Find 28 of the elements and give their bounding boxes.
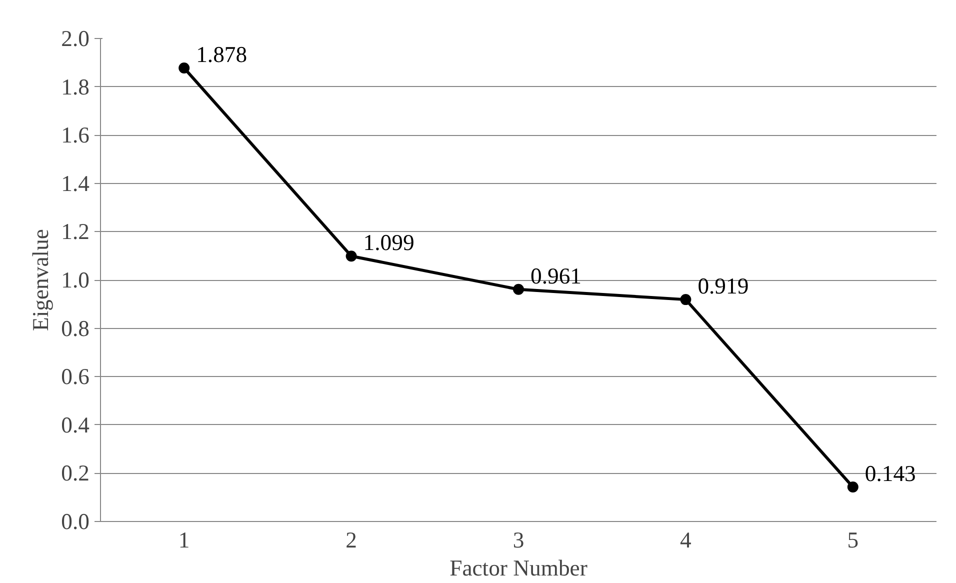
data-label: 0.919 [698, 274, 749, 299]
y-tick-label: 0.8 [61, 316, 90, 341]
point [513, 284, 524, 295]
y-tick-label: 1.4 [61, 170, 90, 196]
y-tick-label: 0.4 [61, 412, 90, 438]
x-tick-label: 4 [680, 528, 692, 552]
point [680, 294, 692, 306]
y-tick-label: 0.0 [61, 509, 90, 534]
y-tick-label: 2.0 [61, 26, 90, 51]
x-axis-title: Factor Number [450, 556, 588, 580]
x-tick-label: 1 [178, 528, 190, 552]
x-tick-label: 2 [346, 528, 357, 552]
y-axis-title: Eigenvalue [28, 229, 54, 331]
data-label: 1.099 [363, 230, 414, 256]
data-label: 0.961 [530, 263, 582, 288]
y-tick-label: 0.6 [61, 364, 90, 390]
x-tick-label: 3 [512, 528, 524, 552]
y-tick-label: 1.6 [61, 122, 90, 148]
y-tick-label: 1.0 [61, 268, 90, 292]
y-tick-label: 1.8 [61, 74, 90, 100]
data-label: 1.878 [196, 42, 248, 67]
point [346, 250, 357, 262]
y-tick-label: 1.2 [61, 219, 90, 244]
data-label: 0.143 [864, 460, 916, 486]
point [178, 62, 190, 74]
point [847, 481, 858, 492]
y-tick-label: 0.2 [61, 460, 90, 486]
x-tick-label: 5 [847, 528, 859, 552]
